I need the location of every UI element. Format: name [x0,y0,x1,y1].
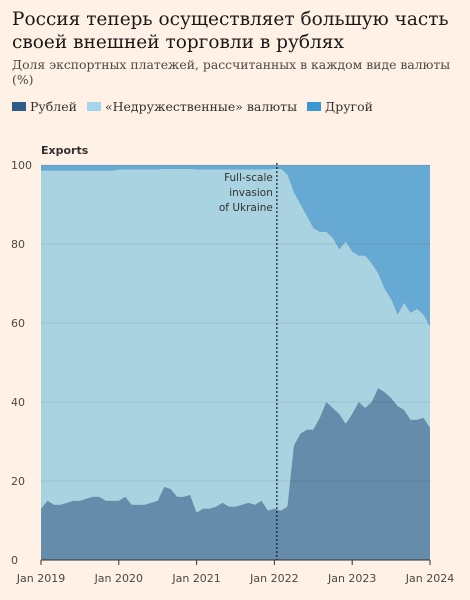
x-tick-label-jan-2024: Jan 2024 [405,572,454,585]
annotation-invasion-label-1: Full-scale [224,172,273,184]
legend-swatch-ruble [12,101,26,111]
x-tick-label-jan-2022: Jan 2022 [249,572,298,585]
x-tick-label-jan-2023: Jan 2023 [327,572,376,585]
y-tick-label-100: 100 [11,159,32,172]
legend-label-ruble: Рублей [30,98,77,114]
y-tick-label-20: 20 [11,475,25,488]
legend-swatch-other [307,101,322,111]
y-tick-label-80: 80 [11,238,25,251]
y-tick-label-0: 0 [11,554,18,567]
x-tick-label-jan-2020: Jan 2020 [94,572,143,585]
annotation-invasion-label-3: of Ukraine [219,202,273,214]
x-tick-label-jan-2021: Jan 2021 [171,572,220,585]
legend-item-unfriendly: «Недружественные» валюты [86,98,298,114]
annotation-invasion-label-2: invasion [229,187,273,199]
chart-title: Россия теперь осуществляет большую часть… [12,9,449,53]
area-series-unfriendly [41,168,430,513]
area-series-other [41,165,430,327]
legend-item-other: Другой [307,99,373,114]
y-tick-label-40: 40 [11,396,25,409]
legend-item-ruble: Рублей [12,99,77,114]
x-tick-label-jan-2019: Jan 2019 [16,572,65,585]
y-tick-label-60: 60 [11,317,25,330]
legend: Рублей «Недружественные» валюты Другой [12,98,383,114]
chart-subtitle: Доля экспортных платежей, рассчитанных в… [12,57,451,87]
legend-label-other: Другой [325,98,373,114]
legend-swatch-unfriendly [86,101,101,111]
panel-label-exports: Exports [41,144,89,157]
area-series-ruble [41,388,430,560]
legend-label-unfriendly: «Недружественные» валюты [104,98,298,114]
